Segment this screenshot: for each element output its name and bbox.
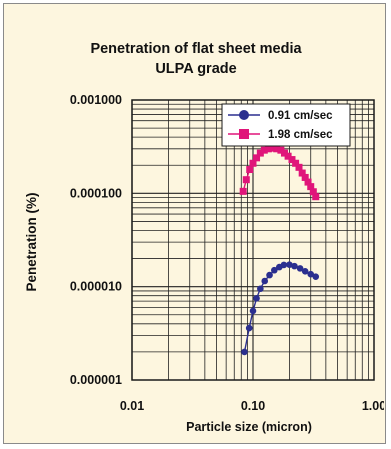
x-tick-label: 0.01 <box>120 399 144 413</box>
data-point-1 <box>301 268 309 275</box>
data-point-2 <box>249 159 257 167</box>
chart-frame: Penetration of flat sheet media ULPA gra… <box>3 3 386 444</box>
data-point-2 <box>253 154 261 162</box>
data-point-2 <box>260 146 268 154</box>
x-tick-label: 1.00 <box>362 399 384 413</box>
data-point-1 <box>266 271 273 279</box>
data-point-1 <box>257 285 264 293</box>
data-point-1 <box>296 265 304 272</box>
data-point-2 <box>239 187 247 195</box>
data-point-2 <box>269 144 277 152</box>
data-point-2 <box>284 152 292 160</box>
chart: Penetration of flat sheet media ULPA gra… <box>24 41 386 434</box>
data-point-1 <box>271 266 278 274</box>
y-axis-label: Penetration (%) <box>24 192 39 291</box>
data-point-2 <box>264 145 272 153</box>
data-point-1 <box>286 261 293 268</box>
data-point-1 <box>307 270 315 278</box>
y-tick-label: 0.000001 <box>70 373 122 387</box>
data-point-1 <box>241 348 248 356</box>
plot-area-border <box>131 99 375 381</box>
data-point-2 <box>256 149 264 157</box>
data-point-2 <box>246 166 254 174</box>
data-point-1 <box>280 261 288 269</box>
data-point-2 <box>242 176 250 184</box>
data-point-2 <box>288 156 296 164</box>
axis-ticks: 0.01 0.10 1.00 0.001000 0.000100 0.000010 0.00… <box>70 93 386 413</box>
data-point-2 <box>280 149 288 157</box>
y-tick-label: 0.000100 <box>70 186 122 200</box>
data-point-2 <box>307 183 315 191</box>
legend-label-2: 1.98 cm/sec <box>268 129 333 141</box>
legend-marker-2 <box>239 129 249 139</box>
data-point-1 <box>291 262 298 270</box>
data-point-2 <box>301 173 309 181</box>
chart-title: Penetration of flat sheet media <box>90 41 302 57</box>
data-point-1 <box>249 307 257 315</box>
grid <box>131 100 374 381</box>
series-line-1 <box>243 263 317 353</box>
data-point-2 <box>309 188 317 196</box>
data-point-1 <box>245 324 253 332</box>
x-axis-label: Particle size (micron) <box>186 420 312 434</box>
chart-subtitle: ULPA grade <box>155 61 236 77</box>
data-point-1 <box>312 273 320 280</box>
x-tick-label: 0.10 <box>241 399 265 413</box>
data-point-2 <box>312 193 320 201</box>
legend-marker-1 <box>239 110 249 120</box>
series-layer <box>239 144 320 356</box>
data-point-2 <box>277 146 285 154</box>
data-point-2 <box>292 159 300 167</box>
legend-label-1: 0.91 cm/sec <box>268 110 333 122</box>
data-point-2 <box>273 145 281 153</box>
legend: 0.91 cm/sec 1.98 cm/sec <box>221 103 351 147</box>
data-point-2 <box>298 169 306 177</box>
y-tick-label: 0.000010 <box>70 280 122 294</box>
data-point-1 <box>261 277 269 285</box>
data-point-2 <box>304 178 312 186</box>
data-point-1 <box>253 295 260 302</box>
y-tick-label: 0.001000 <box>70 93 122 107</box>
data-point-2 <box>295 163 303 171</box>
